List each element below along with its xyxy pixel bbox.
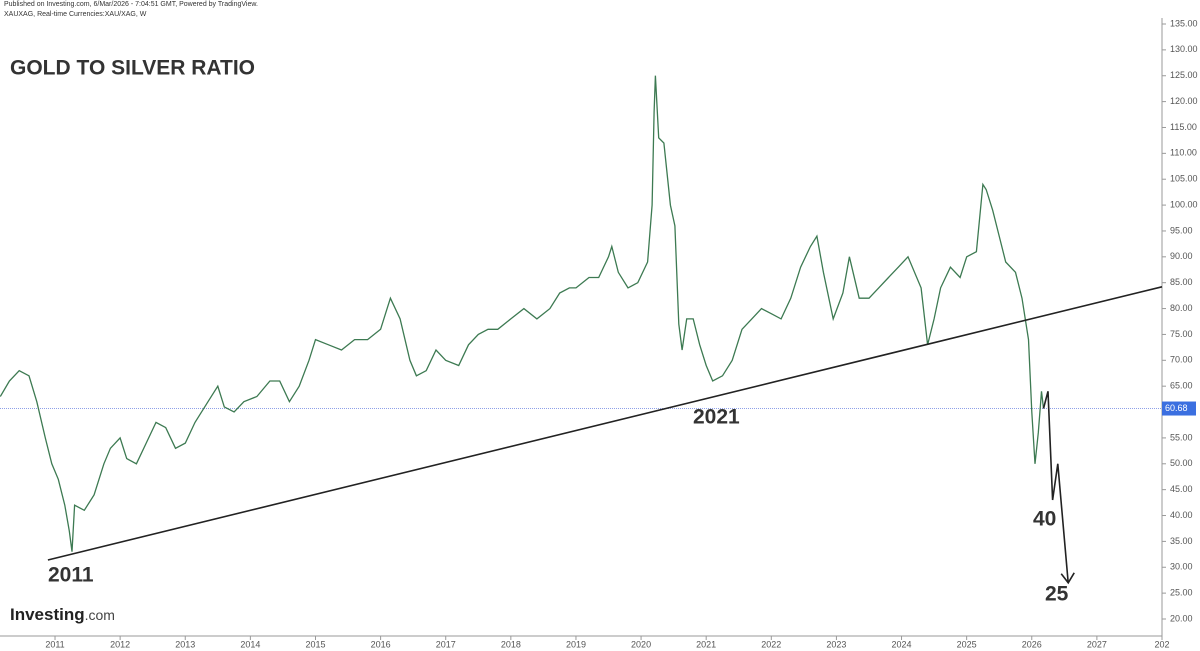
annotation: 40 — [1033, 508, 1056, 531]
y-tick-label: 80.00 — [1170, 303, 1193, 313]
x-tick-label: 2021 — [696, 639, 716, 649]
trendline — [47, 286, 1163, 561]
x-tick-label: 2024 — [892, 639, 912, 649]
x-tick-label: 2012 — [110, 639, 130, 649]
x-tick-label: 2022 — [761, 639, 781, 649]
logo: Investing.com — [10, 605, 115, 624]
y-tick-label: 85.00 — [1170, 277, 1193, 287]
price-line — [0, 75, 1045, 552]
y-tick-label: 75.00 — [1170, 329, 1193, 339]
annotation: 2021 — [693, 406, 740, 429]
projection — [1042, 391, 1069, 583]
y-tick-label: 100.00 — [1170, 199, 1198, 209]
x-tick-label: 2018 — [501, 639, 521, 649]
x-tick-label: 2025 — [957, 639, 977, 649]
y-tick-label: 65.00 — [1170, 381, 1193, 391]
logo-suffix: .com — [85, 607, 115, 623]
x-tick-label: 2014 — [240, 639, 260, 649]
y-tick-label: 110.00 — [1170, 148, 1197, 158]
y-tick-label: 35.00 — [1170, 536, 1193, 546]
y-tick-label: 30.00 — [1170, 562, 1193, 572]
x-tick-label: 2023 — [826, 639, 846, 649]
x-tick-label: 202 — [1154, 639, 1169, 649]
x-tick-label: 2019 — [566, 639, 586, 649]
x-tick-label: 2020 — [631, 639, 651, 649]
y-tick-label: 25.00 — [1170, 588, 1193, 598]
x-tick-label: 2011 — [45, 639, 64, 649]
y-tick-label: 135.00 — [1170, 18, 1198, 28]
y-tick-label: 20.00 — [1170, 613, 1193, 623]
last-price-box — [1162, 401, 1196, 416]
x-tick-label: 2015 — [305, 639, 325, 649]
annotation: 2011 — [48, 564, 94, 587]
y-tick-label: 70.00 — [1170, 355, 1193, 365]
x-tick-label: 2027 — [1087, 639, 1107, 649]
last-price-label: 60.68 — [1165, 403, 1188, 413]
y-tick-label: 55.00 — [1170, 432, 1193, 442]
x-tick-label: 2016 — [371, 639, 391, 649]
y-tick-label: 40.00 — [1170, 510, 1193, 520]
arrow-head — [1060, 572, 1075, 585]
y-tick-label: 125.00 — [1170, 70, 1198, 80]
y-tick-label: 115.00 — [1170, 122, 1197, 132]
y-tick-label: 90.00 — [1170, 251, 1193, 261]
x-tick-label: 2017 — [436, 639, 456, 649]
x-tick-label: 2026 — [1022, 639, 1042, 649]
y-tick-label: 50.00 — [1170, 458, 1193, 468]
published-note: Published on Investing.com, 6/Mar/2026 -… — [4, 1, 258, 8]
y-tick-label: 45.00 — [1170, 484, 1193, 494]
logo-brand: Investing — [10, 605, 85, 624]
chart-title: GOLD TO SILVER RATIO — [10, 57, 255, 80]
x-tick-label: 2013 — [175, 639, 195, 649]
y-tick-label: 95.00 — [1170, 225, 1193, 235]
y-tick-label: 105.00 — [1170, 174, 1198, 184]
y-tick-label: 130.00 — [1170, 44, 1198, 54]
annotation: 25 — [1045, 583, 1069, 606]
y-tick-label: 120.00 — [1170, 96, 1198, 106]
symbol-note: XAUXAG, Real-time Currencies:XAU/XAG, W — [4, 11, 147, 18]
